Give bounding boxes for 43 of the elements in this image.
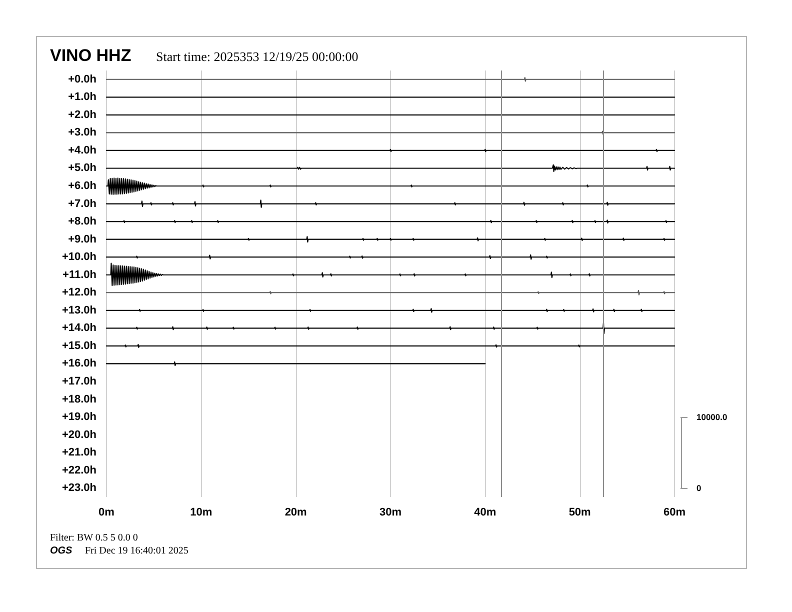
y-tick-label: +1.0h bbox=[68, 91, 97, 104]
y2-tick-label: 0 bbox=[696, 483, 702, 494]
y-tick-label: +20.0h bbox=[62, 428, 97, 441]
y-tick-label: +21.0h bbox=[62, 446, 97, 459]
x-tick-label: 40m bbox=[474, 506, 496, 518]
y-tick-label: +5.0h bbox=[68, 162, 97, 174]
x-tick-label: 0m bbox=[98, 506, 115, 518]
y-tick-label: +11.0h bbox=[62, 268, 97, 281]
x-tick-label: 50m bbox=[568, 506, 592, 518]
line-series bbox=[106, 322, 676, 334]
text: OGS bbox=[50, 546, 73, 556]
y-tick-label: +0.0h bbox=[68, 73, 97, 86]
y-tick-label: +7.0h bbox=[68, 198, 97, 210]
chart-title: VINO HHZ bbox=[50, 46, 132, 65]
y-tick-label: +3.0h bbox=[68, 126, 97, 139]
x-tick-label: 10m bbox=[190, 506, 212, 518]
y-tick-label: +6.0h bbox=[68, 180, 97, 192]
y-tick-label: +14.0h bbox=[62, 322, 97, 334]
y-tick-label: +8.0h bbox=[68, 216, 97, 228]
x-tick-label: 30m bbox=[379, 506, 402, 518]
line-series bbox=[106, 178, 676, 195]
y-tick-label: +22.0h bbox=[62, 464, 97, 476]
line-series bbox=[106, 200, 676, 208]
y-tick-label: +12.0h bbox=[62, 286, 97, 299]
y-tick-label: +10.0h bbox=[62, 251, 97, 264]
x-tick-label: 60m bbox=[663, 506, 686, 518]
text: Fri Dec 19 16:40:01 2025 bbox=[85, 546, 188, 556]
y-tick-label: +19.0h bbox=[62, 411, 97, 424]
y-tick-label: +4.0h bbox=[68, 144, 97, 156]
y-tick-label: +15.0h bbox=[62, 340, 97, 352]
y-tick-label: +2.0h bbox=[68, 108, 97, 121]
y-tick-label: +13.0h bbox=[62, 304, 97, 316]
y-tick-label: +17.0h bbox=[62, 375, 97, 388]
y-tick-label: +9.0h bbox=[68, 233, 97, 246]
line-series bbox=[106, 262, 676, 286]
y2-tick-label: 10000.0 bbox=[696, 412, 728, 422]
x-tick-label: 20m bbox=[284, 506, 308, 518]
chart-subtitle: Start time: 2025353 12/19/25 00:00:00 bbox=[156, 49, 358, 64]
y-tick-label: +23.0h bbox=[62, 482, 97, 494]
line-series bbox=[106, 164, 676, 172]
text: Filter: BW 0.5 5 0.0 0 bbox=[50, 532, 138, 544]
y-tick-label: +18.0h bbox=[62, 393, 97, 406]
y-tick-label: +16.0h bbox=[62, 358, 97, 370]
